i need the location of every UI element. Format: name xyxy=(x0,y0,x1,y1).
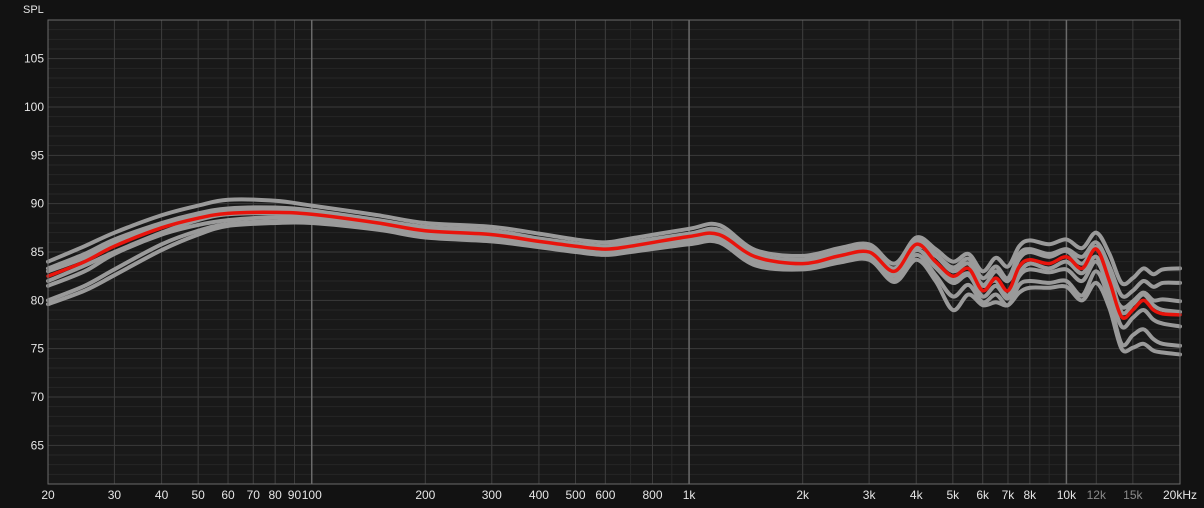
x-tick-label: 8k xyxy=(1024,488,1038,502)
x-tick-label: 80 xyxy=(268,488,282,502)
series-lines xyxy=(46,197,1182,357)
y-tick-label: 90 xyxy=(31,197,45,211)
y-tick-label: 95 xyxy=(31,148,45,162)
x-tick-label: 2k xyxy=(796,488,810,502)
y-tick-label: 85 xyxy=(31,245,45,259)
x-tick-labels: 20 30 40 50 60 70 80 90 100 200 300 400 500 600 800 1k 2… xyxy=(41,488,1197,502)
x-tick-label: 60 xyxy=(221,488,235,502)
x-tick-label: 30 xyxy=(108,488,122,502)
major-grid xyxy=(47,20,1181,484)
x-tick-label: 50 xyxy=(191,488,205,502)
x-tick-label: 90 xyxy=(288,488,302,502)
y-tick-label: 75 xyxy=(31,342,45,356)
x-tick-label: 15k xyxy=(1123,488,1143,502)
x-tick-label: 20kHz xyxy=(1163,488,1197,502)
x-tick-label: 7k xyxy=(1002,488,1016,502)
x-tick-label: 12k xyxy=(1087,488,1107,502)
x-tick-label: 20 xyxy=(41,488,55,502)
x-tick-label: 400 xyxy=(529,488,549,502)
x-tick-label: 6k xyxy=(976,488,990,502)
x-tick-label: 4k xyxy=(910,488,924,502)
x-tick-label: 800 xyxy=(642,488,662,502)
series-line-highlight xyxy=(46,210,1182,320)
x-tick-label: 5k xyxy=(946,488,960,502)
x-tick-label: 600 xyxy=(595,488,615,502)
x-tick-label: 1k xyxy=(683,488,697,502)
series-line-sample xyxy=(46,214,1182,330)
y-tick-label: 80 xyxy=(31,293,45,307)
y-tick-label: 105 xyxy=(24,52,44,66)
y-tick-labels: 65 70 75 80 85 90 95 100 105 xyxy=(24,52,44,453)
y-tick-label: 70 xyxy=(31,390,45,404)
x-tick-label: 40 xyxy=(155,488,169,502)
x-tick-label: 100 xyxy=(302,488,322,502)
x-tick-label: 3k xyxy=(863,488,877,502)
x-tick-label: 70 xyxy=(247,488,261,502)
series-line-sample xyxy=(46,220,1182,357)
y-axis-label: SPL xyxy=(23,4,44,16)
x-tick-label: 10k xyxy=(1057,488,1077,502)
x-tick-label: 500 xyxy=(565,488,585,502)
plot-frame xyxy=(47,19,1181,485)
series-line-sample xyxy=(46,197,1182,287)
x-tick-label: 300 xyxy=(482,488,502,502)
y-tick-label: 65 xyxy=(31,438,45,452)
y-tick-label: 100 xyxy=(24,100,44,114)
x-tick-label: 200 xyxy=(415,488,435,502)
